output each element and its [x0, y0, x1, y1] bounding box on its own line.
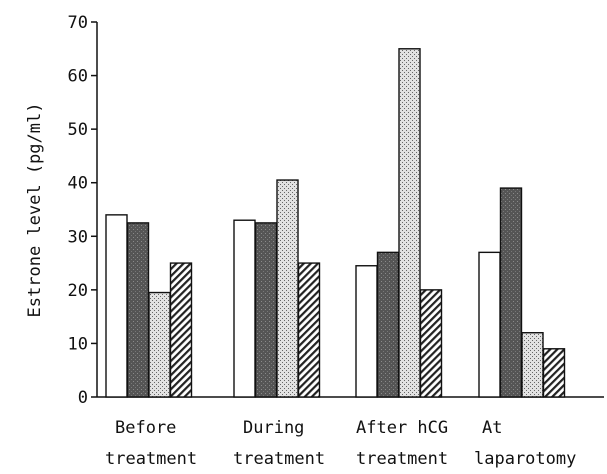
bar-dark-gray-1 [128, 223, 149, 397]
y-tick-label: 0 [78, 388, 88, 408]
y-tick-label: 40 [68, 174, 88, 194]
bar-dotted-2 [277, 180, 298, 397]
bar-dark-gray-3 [378, 252, 399, 397]
y-tick-label: 30 [68, 227, 88, 247]
bar-white-4 [479, 252, 500, 397]
bar-dark-gray-2 [256, 223, 277, 397]
bar-dotted-4 [522, 333, 543, 397]
x-category-label: treatment [356, 449, 448, 469]
bar-white-2 [234, 220, 255, 397]
bar-white-3 [356, 266, 377, 397]
bar-hatched-1 [171, 263, 192, 397]
x-category-label: After hCG [356, 418, 448, 438]
bar-hatched-4 [544, 349, 565, 397]
x-category-label: treatment [105, 449, 197, 469]
y-tick-label: 50 [68, 120, 88, 140]
y-tick-label: 10 [68, 334, 88, 354]
x-category-label: laparotomy [474, 449, 576, 469]
y-ticks: 0 10 20 30 40 50 60 70 [68, 13, 97, 408]
bars [106, 49, 565, 397]
bar-dotted-1 [149, 293, 170, 397]
bar-hatched-3 [421, 290, 442, 397]
x-category-label: Before [115, 418, 176, 438]
y-axis-label: Estrone level (pg/ml) [25, 103, 45, 318]
y-tick-label: 70 [68, 13, 88, 33]
bar-hatched-2 [299, 263, 320, 397]
y-tick-label: 20 [68, 281, 88, 301]
bar-dotted-3 [399, 49, 420, 397]
bar-white-1 [106, 215, 127, 397]
x-category-labels: Before treatment During treatment After hCG t… [105, 418, 576, 469]
x-category-label: During [243, 418, 304, 438]
y-tick-label: 60 [68, 67, 88, 87]
x-category-label: At [482, 418, 502, 438]
x-category-label: treatment [233, 449, 325, 469]
bar-dark-gray-4 [501, 188, 522, 397]
